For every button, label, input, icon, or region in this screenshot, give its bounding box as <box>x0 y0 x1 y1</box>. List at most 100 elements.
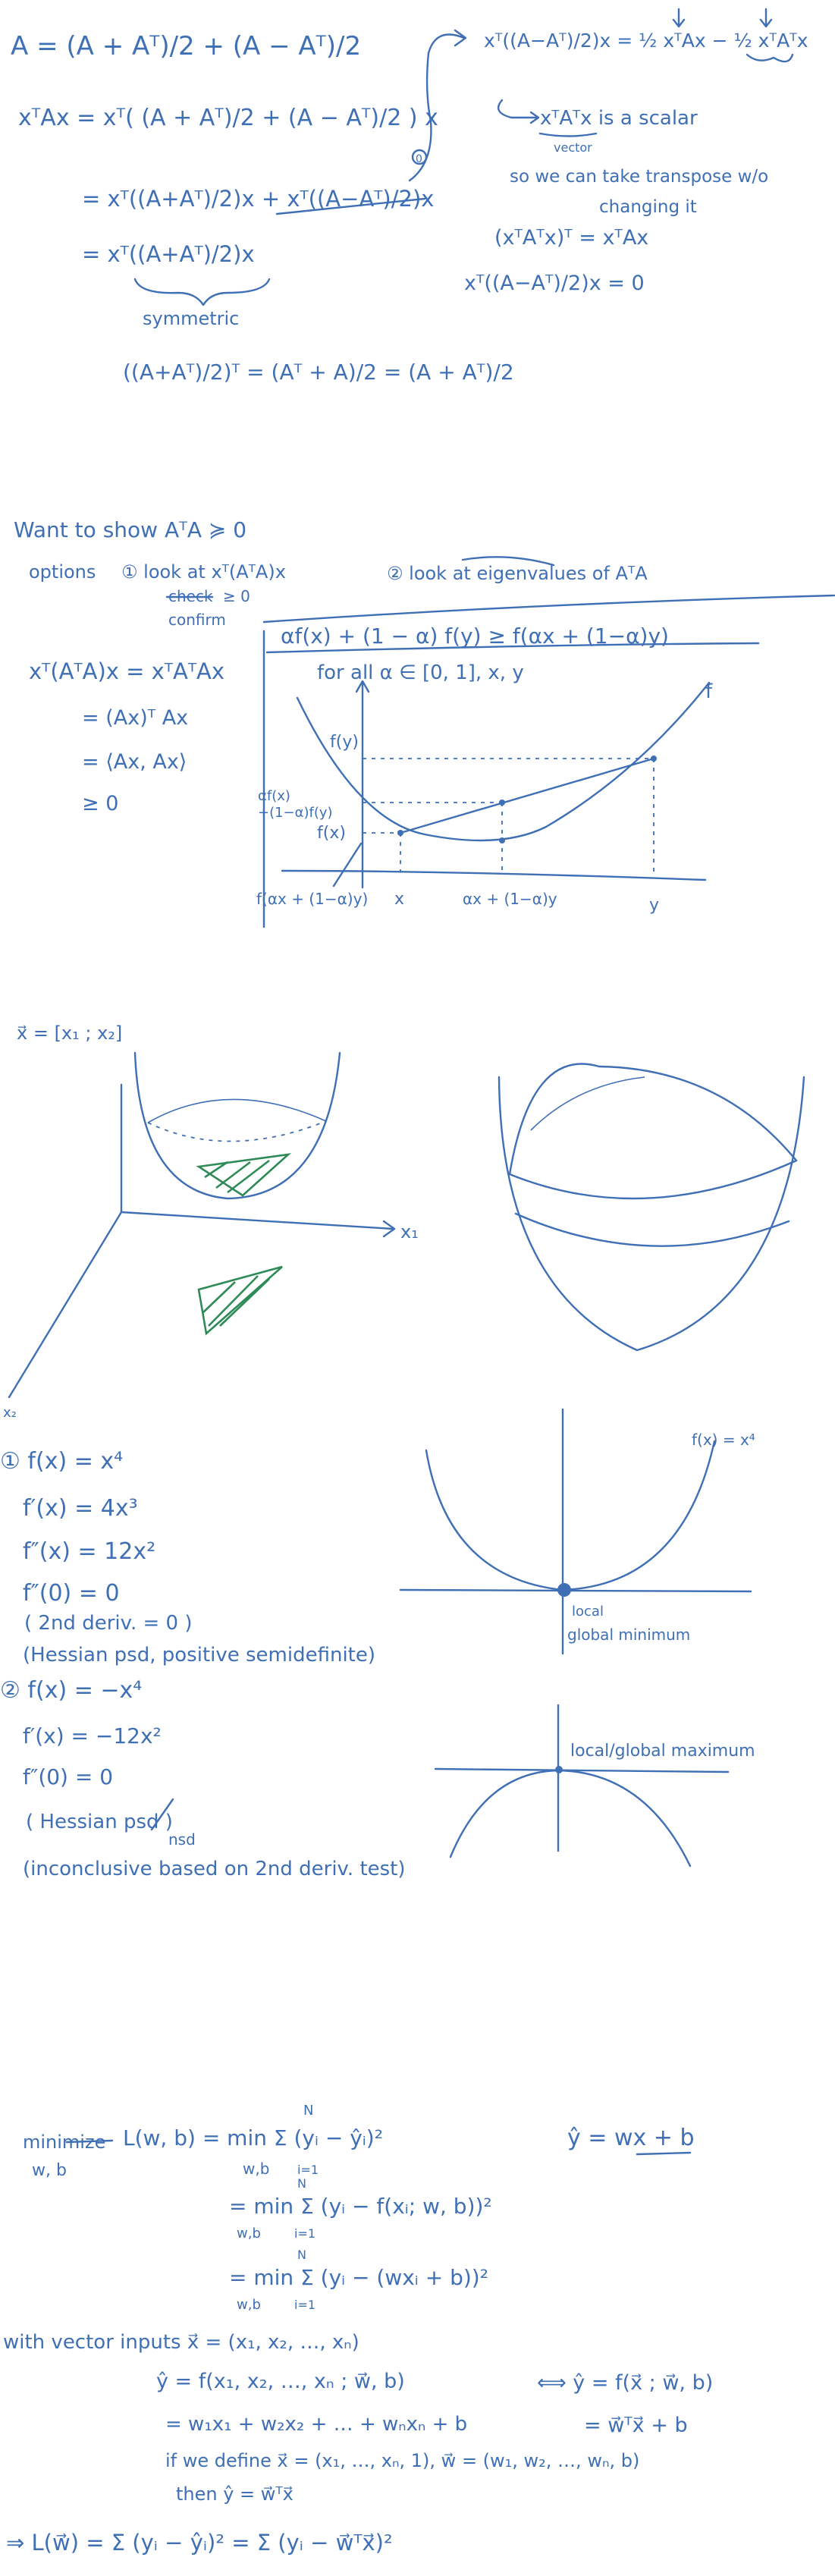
final-loss: ⇒ L(w⃗) = Σ (yᵢ − ŷᵢ)² = Σ (yᵢ − w⃗ᵀx⃗)² <box>6 2530 393 2556</box>
loss2-sum-bottom: i=1 <box>294 2226 315 2241</box>
x2-axis <box>8 1211 123 1399</box>
green-hatch-lower <box>202 1275 270 1327</box>
transpose-note-2: changing it <box>599 197 697 217</box>
fy-label: f(y) <box>330 733 359 752</box>
section-psd-proof: Want to show AᵀA ≽ 0 options ① look at x… <box>14 517 835 928</box>
loss-line-3: = min Σ (yᵢ − (wxᵢ + b))² <box>229 2265 488 2290</box>
options-label: options <box>29 561 96 583</box>
vector-form: = w⃗ᵀx⃗ + b <box>584 2414 688 2437</box>
vector-label: vector <box>554 140 592 155</box>
x-vector-def: x⃗ = [x₁ ; x₂] <box>17 1023 122 1044</box>
example2-function: ② f(x) = −x⁴ <box>0 1677 142 1704</box>
convexity-box-top <box>262 594 835 624</box>
underbrace <box>133 278 271 306</box>
convex-graph-y-arrow <box>355 680 370 693</box>
f-curve-label: f <box>705 680 713 703</box>
nsd-correction: nsd <box>168 1830 196 1849</box>
transpose-check-line: ((A+Aᵀ)/2)ᵀ = (Aᵀ + A)/2 = (A + Aᵀ)/2 <box>123 360 514 385</box>
local-label: local <box>572 1604 604 1619</box>
graph1-label: f(x) = x⁴ <box>692 1431 755 1449</box>
bowl-rim-bottom <box>508 1159 798 1200</box>
vector-underline <box>538 132 598 137</box>
graph2-label: local/global maximum <box>570 1742 755 1761</box>
down-arrow-2 <box>759 8 773 28</box>
minimize-subscript: w, b <box>32 2161 67 2180</box>
transpose-note: so we can take transpose w/o <box>510 167 768 187</box>
confirm-label: confirm <box>168 611 226 629</box>
down-arrow-1 <box>672 8 686 28</box>
loss2-sum-top: N <box>297 2176 306 2191</box>
section-symmetric-decomposition: A = (A + Aᵀ)/2 + (A − Aᵀ)/2 xᵀAx = xᵀ( (… <box>11 8 808 385</box>
convexity-definition: αf(x) + (1 − α) f(y) ≥ f(αx + (1−α)y) <box>281 624 669 649</box>
convexity-box-divider <box>265 642 760 654</box>
quadratic-form-line: xᵀAx = xᵀ( (A + Aᵀ)/2 + (A − Aᵀ)/2 ) x <box>18 105 438 131</box>
global-min-point <box>557 1583 571 1597</box>
cancel-stroke <box>275 197 426 215</box>
eigen-strike <box>461 556 555 567</box>
skew-term-zero: xᵀ((A−Aᵀ)/2)x = 0 <box>464 272 645 295</box>
loss3-sum-bottom: i=1 <box>294 2298 315 2312</box>
hook-arrow <box>497 99 538 119</box>
psd-derivation-1: xᵀ(AᵀA)x = xᵀAᵀAx <box>29 658 224 684</box>
x1-axis-label: x₁ <box>400 1221 419 1242</box>
augmented-model: then ŷ = w⃗ᵀx⃗ <box>176 2483 294 2505</box>
graph2-x-axis <box>434 1767 730 1773</box>
example2-second-deriv: f′(x) = −12x² <box>23 1723 162 1748</box>
graph1-x-axis <box>399 1588 752 1593</box>
psd-derivation-2: = (Ax)ᵀ Ax <box>82 706 188 730</box>
vector-model-line: ŷ = f(x₁, x₂, …, xₙ ; w⃗, b) <box>156 2370 405 2393</box>
green-triangle-upper <box>196 1153 292 1197</box>
augment-definition: if we define x⃗ = (x₁, …, xₙ, 1), w⃗ = (… <box>165 2450 639 2471</box>
decomposition-line: A = (A + Aᵀ)/2 + (A − Aᵀ)/2 <box>11 31 361 61</box>
equivalent-model: ⟺ ŷ = f(x⃗ ; w⃗, b) <box>537 2371 713 2395</box>
hook-arrowhead <box>529 111 540 124</box>
fmix-label: f(αx + (1−α)y) <box>256 890 368 908</box>
green-triangle-lower <box>197 1265 283 1336</box>
skew-term-line: xᵀ((A−Aᵀ)/2)x = ½ xᵀAx − ½ xᵀAᵀx <box>484 30 808 52</box>
psd-correction-slash <box>150 1798 174 1831</box>
negative-quartic-curve <box>449 1769 692 1868</box>
convexity-quantifier: for all α ∈ [0, 1], x, y <box>317 661 524 684</box>
model-definition: ŷ = wx + b <box>567 2125 695 2151</box>
psd-derivation-3: = ⟨Ax, Ax⟩ <box>82 750 187 774</box>
option-one: ① look at xᵀ(AᵀA)x <box>121 561 286 583</box>
connector-arrowhead <box>454 29 467 47</box>
loss2-min-sub: w,b <box>237 2226 261 2241</box>
fmix-pointer <box>332 842 363 887</box>
zero-mark: 0 <box>416 153 422 165</box>
combo-label-1: αf(x) <box>258 788 290 804</box>
loss1-min-sub: w,b <box>243 2160 269 2178</box>
transpose-equality: (xᵀAᵀx)ᵀ = xᵀAx <box>494 226 648 250</box>
global-min-label: global minimum <box>567 1626 690 1644</box>
symmetric-label: symmetric <box>143 308 239 329</box>
mix-tick: αx + (1−α)y <box>463 890 557 908</box>
loss1-sum-top: N <box>303 2103 313 2119</box>
model-underline <box>636 2151 692 2156</box>
section-convex-surfaces: x⃗ = [x₁ ; x₂] x₁ x₂ <box>3 1023 805 1421</box>
convex-curve <box>296 681 711 842</box>
simplified-line: = xᵀ((A+Aᵀ)/2)x <box>82 241 255 267</box>
example2-hessian: ( Hessian psd ) <box>26 1811 173 1833</box>
bowl-highlight <box>530 1076 645 1131</box>
example1-second-deriv: f″(x) = 12x² <box>23 1538 155 1565</box>
example1-first-deriv: f′(x) = 4x³ <box>23 1495 138 1522</box>
vector-inputs-line: with vector inputs x⃗ = (x₁, x₂, …, xₙ) <box>3 2331 359 2354</box>
global-max-point <box>555 1766 563 1773</box>
green-hatch-upper <box>204 1159 270 1194</box>
example1-hessian: (Hessian psd, positive semidefinite) <box>23 1644 375 1667</box>
section-linear-regression: minimize w, b L(w, b) = min Σ (yᵢ − ŷᵢ)²… <box>3 2103 713 2556</box>
quartic-curve <box>425 1440 716 1591</box>
x1-arrow <box>382 1220 396 1238</box>
fx-label: f(x) <box>317 824 346 843</box>
option-two: ② look at eigenvalues of AᵀA <box>387 563 648 584</box>
example1-at-zero: f″(0) = 0 <box>23 1580 120 1607</box>
scalar-line: xᵀAᵀx is a scalar <box>540 107 698 130</box>
x2-axis-label: x₂ <box>3 1405 17 1421</box>
expanded-sum: = w₁x₁ + w₂x₂ + … + wₙxₙ + b <box>165 2413 467 2436</box>
psd-derivation-4: ≥ 0 <box>82 792 118 815</box>
section-second-derivative-test: ① f(x) = x⁴ f′(x) = 4x³ f″(x) = 12x² f″(… <box>0 1408 755 1880</box>
bowl-outline <box>498 1076 805 1352</box>
underline-squiggle <box>746 53 794 63</box>
minimize-strike <box>65 2139 114 2144</box>
